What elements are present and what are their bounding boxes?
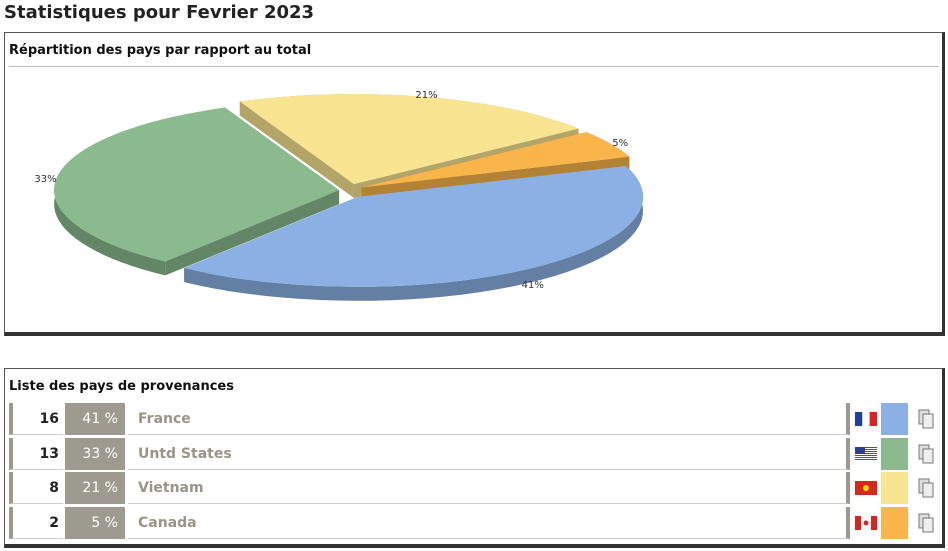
flag-part [855, 448, 877, 450]
flag [855, 481, 877, 495]
percent-cell: 21 % [65, 472, 125, 504]
flag-part [871, 515, 877, 530]
divider [9, 66, 939, 67]
copy-icon[interactable] [917, 444, 935, 464]
flag-part [855, 515, 861, 530]
chart-title: Répartition des pays par rapport au tota… [9, 43, 312, 58]
count-cell: 8 [9, 472, 63, 504]
flag-part [855, 412, 863, 426]
table-title: Liste des pays de provenances [9, 379, 234, 394]
copy-icon[interactable] [917, 513, 935, 533]
icon-part [922, 413, 934, 429]
chart-panel: Répartition des pays par rapport au tota… [4, 32, 945, 336]
count-cell: 13 [9, 437, 63, 470]
table-row: 8 21 % Vietnam [9, 472, 942, 504]
table-row: 16 41 % France [9, 403, 942, 435]
color-swatch [881, 403, 908, 435]
flag [855, 515, 877, 530]
slice-label: 33% [34, 174, 56, 185]
slice [361, 132, 630, 188]
color-swatch [881, 472, 908, 504]
flag-part [855, 450, 877, 452]
flag-part [869, 412, 877, 426]
color-swatch [881, 437, 908, 470]
page-title: Statistiques pour Fevrier 2023 [4, 2, 315, 23]
country-cell: France [128, 403, 850, 435]
color-swatch [881, 506, 908, 539]
country-cell: Vietnam [128, 472, 850, 504]
percent-cell: 5 % [65, 506, 125, 539]
icon-part [922, 448, 934, 463]
percent-cell: 33 % [65, 437, 125, 470]
flag-part [855, 446, 877, 448]
flag [855, 446, 877, 460]
count-cell: 16 [9, 403, 63, 435]
table-panel: Liste des pays de provenances 16 41 % Fran… [4, 368, 945, 548]
flag-part [855, 446, 865, 454]
country-cell: Canada [128, 506, 850, 539]
flag-part [863, 520, 869, 525]
flag-part [863, 485, 869, 491]
flag-part [855, 456, 877, 458]
slice-label: 21% [415, 90, 437, 101]
slice-label: 41% [522, 280, 544, 291]
slice [54, 107, 340, 262]
slice-side [184, 166, 643, 301]
slice-edge [165, 190, 340, 276]
flag [855, 412, 877, 426]
table-row: 13 33 % Untd States [9, 437, 942, 470]
copy-icon[interactable] [917, 478, 935, 498]
percent-cell: 41 % [65, 403, 125, 435]
flag-part [855, 452, 877, 454]
icon-part [922, 482, 934, 498]
slice [184, 166, 643, 287]
slice-label: 5% [612, 138, 628, 149]
flag-part [855, 458, 877, 460]
flag-part [855, 454, 877, 456]
flag-part [862, 412, 870, 426]
icon-part [922, 517, 934, 532]
slice-edge [239, 101, 354, 199]
copy-icon[interactable] [917, 409, 935, 429]
count-cell: 2 [9, 506, 63, 539]
pie-chart: 41% 33% 21% 5% [34, 90, 643, 301]
country-cell: Untd States [128, 437, 850, 470]
slice [239, 94, 579, 185]
